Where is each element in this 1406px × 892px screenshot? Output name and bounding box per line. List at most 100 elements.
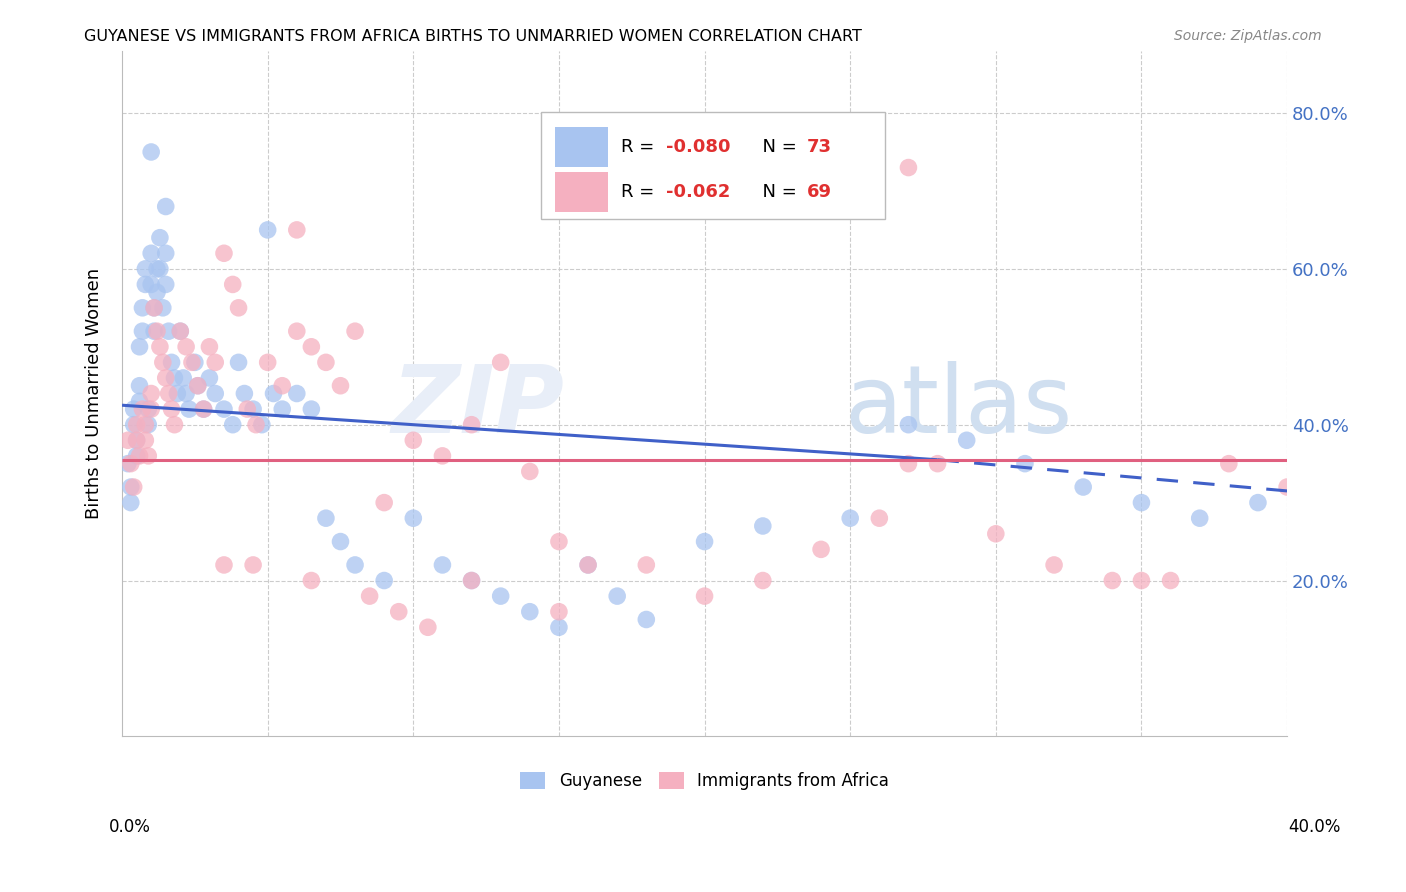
Point (152, 355, 174, 369)
Y-axis label: Births to Unmarried Women: Births to Unmarried Women (86, 268, 103, 519)
Text: R =: R = (620, 138, 659, 156)
Point (155, 277, 177, 292)
Text: -0.080: -0.080 (666, 138, 731, 156)
Point (160, 355, 183, 369)
Point (1218, 457, 1240, 471)
Point (489, 589, 512, 603)
Point (122, 480, 145, 494)
Point (169, 324, 191, 338)
Point (256, 355, 278, 369)
Point (810, 542, 832, 557)
Point (1014, 457, 1036, 471)
Point (157, 386, 180, 401)
Point (548, 620, 571, 634)
Text: R =: R = (620, 183, 659, 201)
Point (122, 402, 145, 417)
Point (228, 355, 250, 369)
Text: N =: N = (751, 138, 803, 156)
Point (897, 457, 920, 471)
Point (174, 340, 197, 354)
Point (184, 355, 207, 369)
Point (576, 558, 599, 572)
Point (187, 378, 209, 392)
Point (548, 534, 571, 549)
Point (236, 402, 259, 417)
Point (141, 145, 163, 159)
Point (752, 519, 775, 533)
Text: 73: 73 (807, 138, 832, 156)
Point (155, 200, 177, 214)
Point (128, 449, 150, 463)
Text: ZIP: ZIP (392, 361, 565, 453)
Point (1188, 511, 1211, 525)
Point (432, 558, 454, 572)
Point (1071, 480, 1094, 494)
Point (120, 457, 142, 471)
Text: 40.0%: 40.0% (1288, 818, 1341, 836)
Point (242, 558, 264, 572)
Point (519, 465, 541, 479)
Point (146, 261, 169, 276)
Point (228, 301, 250, 315)
Point (155, 371, 177, 385)
Point (117, 434, 139, 448)
Point (984, 526, 1007, 541)
Point (212, 246, 235, 260)
Point (125, 434, 148, 448)
Point (177, 402, 200, 417)
Point (263, 386, 285, 401)
Point (117, 457, 139, 471)
Point (143, 324, 166, 338)
Point (1101, 574, 1123, 588)
Point (285, 386, 308, 401)
Point (141, 246, 163, 260)
Point (134, 434, 156, 448)
Point (402, 434, 425, 448)
Point (204, 355, 226, 369)
Point (169, 324, 191, 338)
Point (143, 301, 166, 315)
Point (432, 449, 454, 463)
Point (271, 378, 294, 392)
Text: N =: N = (751, 183, 803, 201)
Point (160, 402, 183, 417)
Point (373, 495, 395, 509)
Point (131, 301, 153, 315)
Point (299, 574, 322, 588)
Point (299, 340, 322, 354)
Point (134, 277, 156, 292)
Point (141, 402, 163, 417)
Point (141, 277, 163, 292)
Point (125, 449, 148, 463)
Point (1275, 480, 1298, 494)
Point (329, 534, 352, 549)
Point (146, 285, 169, 300)
Point (329, 378, 352, 392)
Point (271, 402, 294, 417)
Point (245, 417, 267, 432)
Point (636, 612, 658, 626)
Point (233, 386, 256, 401)
Point (136, 449, 159, 463)
Point (204, 386, 226, 401)
Point (193, 402, 215, 417)
Point (1043, 558, 1066, 572)
Point (519, 605, 541, 619)
Point (416, 620, 439, 634)
Point (143, 301, 166, 315)
Point (373, 574, 395, 588)
Point (388, 605, 411, 619)
Point (157, 324, 180, 338)
Point (285, 324, 308, 338)
Point (548, 605, 571, 619)
Point (1130, 574, 1153, 588)
Point (131, 324, 153, 338)
Point (134, 261, 156, 276)
Point (752, 574, 775, 588)
Point (146, 324, 169, 338)
Point (489, 355, 512, 369)
Point (344, 558, 367, 572)
Point (198, 340, 221, 354)
Point (693, 589, 716, 603)
Text: 69: 69 (807, 183, 832, 201)
